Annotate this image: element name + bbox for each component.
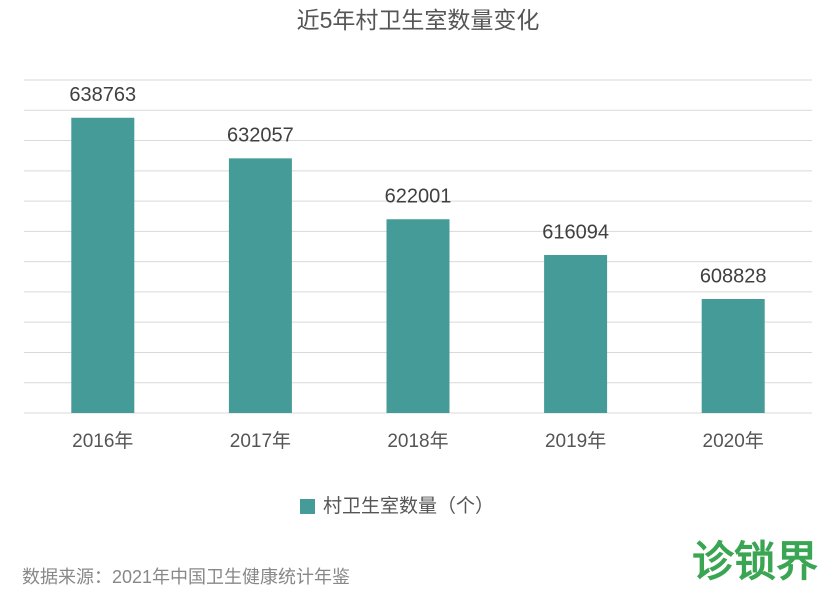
- legend-label: 村卫生室数量（个）: [323, 495, 494, 517]
- legend-swatch: [300, 499, 315, 514]
- data-label: 632057: [227, 125, 294, 147]
- x-tick-label: 2016年: [72, 430, 133, 452]
- data-label: 608828: [700, 265, 767, 287]
- x-tick-label: 2017年: [230, 430, 291, 452]
- chart-title: 近5年村卫生室数量变化: [297, 7, 540, 33]
- data-label: 622001: [385, 186, 452, 208]
- bar: [71, 117, 135, 413]
- source-note: 数据来源：2021年中国卫生健康统计年鉴: [22, 567, 350, 587]
- x-tick-label: 2020年: [703, 430, 764, 452]
- watermark: 诊锁界: [692, 538, 818, 585]
- bar: [386, 219, 450, 413]
- x-tick-label: 2018年: [387, 430, 448, 452]
- bar: [544, 255, 608, 413]
- bar: [228, 158, 292, 413]
- x-tick-label: 2019年: [545, 430, 606, 452]
- bar: [701, 299, 765, 413]
- data-label: 616094: [542, 221, 609, 243]
- data-label: 638763: [69, 84, 136, 106]
